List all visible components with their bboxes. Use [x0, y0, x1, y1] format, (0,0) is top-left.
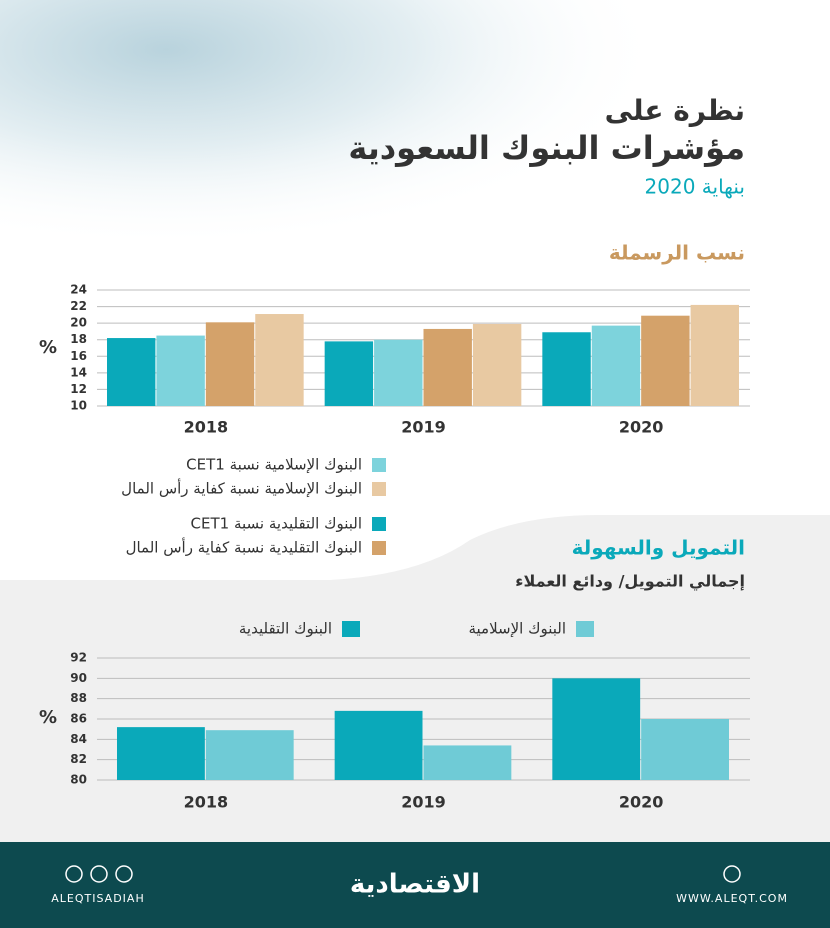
bar	[472, 323, 522, 406]
legend-swatch	[342, 621, 360, 637]
bar	[156, 335, 205, 406]
legend-label: البنوك الإسلامية	[468, 620, 566, 638]
x-tick-label: 2019	[401, 793, 446, 812]
y-tick-label: 90	[70, 671, 87, 685]
y-tick-label: 18	[70, 332, 87, 346]
bar	[641, 719, 729, 780]
y-tick-label: 84	[70, 732, 87, 746]
subtitle: بنهاية 2020	[645, 175, 745, 199]
y-tick-label: 12	[70, 382, 87, 396]
x-tick-label: 2018	[184, 793, 229, 812]
bar	[552, 678, 641, 780]
legend-swatch	[372, 482, 386, 496]
legend-swatch	[372, 541, 386, 555]
y-tick-label: 10	[70, 399, 87, 413]
legend-label: البنوك التقليدية نسبة CET1	[191, 515, 362, 533]
y-axis-label: %	[39, 337, 57, 358]
chart-title: التمويل والسهولة	[572, 536, 745, 560]
social-icons	[65, 865, 741, 883]
y-tick-label: 22	[70, 299, 87, 313]
bar	[255, 314, 304, 406]
website: WWW.ALEQT.COM	[676, 892, 788, 905]
bar	[107, 338, 156, 406]
bar	[591, 325, 641, 406]
y-tick-label: 20	[70, 316, 87, 330]
bar	[690, 304, 739, 406]
bar	[374, 339, 423, 406]
main-title: مؤشرات البنوك السعودية	[348, 129, 745, 167]
y-axis-label: %	[39, 707, 57, 728]
y-tick-label: 82	[70, 752, 87, 766]
bar	[324, 341, 374, 406]
y-tick-label: 92	[70, 651, 87, 665]
legend-label: البنوك الإسلامية نسبة CET1	[186, 456, 362, 474]
bar	[205, 322, 255, 406]
logo: الاقتصادية	[350, 870, 480, 900]
bar	[117, 727, 205, 780]
header-background	[0, 0, 830, 330]
bar	[423, 745, 512, 780]
x-tick-label: 2019	[401, 418, 446, 437]
chart-subtitle: إجمالي التمويل/ ودائع العملاء	[515, 572, 745, 592]
y-tick-label: 86	[70, 712, 87, 726]
bar	[334, 710, 423, 780]
legend-label: البنوك التقليدية	[239, 620, 332, 638]
legend-label: البنوك التقليدية نسبة كفاية رأس المال	[126, 538, 362, 557]
footer-background	[0, 842, 830, 928]
bar	[423, 328, 472, 406]
x-tick-label: 2020	[619, 418, 664, 437]
y-tick-label: 16	[70, 349, 87, 363]
y-tick-label: 14	[70, 365, 87, 379]
x-tick-label: 2018	[184, 418, 229, 437]
chart-title: نسب الرسملة	[609, 241, 745, 265]
social-handle: ALEQTISADIAH	[51, 892, 144, 905]
legend-swatch	[576, 621, 594, 637]
bar	[542, 332, 591, 406]
legend-swatch	[372, 517, 386, 531]
kicker: نظرة على	[605, 94, 745, 127]
bar	[641, 315, 690, 406]
legend-label: البنوك الإسلامية نسبة كفاية رأس المال	[121, 479, 362, 498]
y-tick-label: 80	[70, 773, 87, 787]
x-tick-label: 2020	[619, 793, 664, 812]
bar	[205, 730, 294, 780]
y-tick-label: 24	[70, 283, 87, 297]
legend-swatch	[372, 458, 386, 472]
y-tick-label: 88	[70, 691, 87, 705]
